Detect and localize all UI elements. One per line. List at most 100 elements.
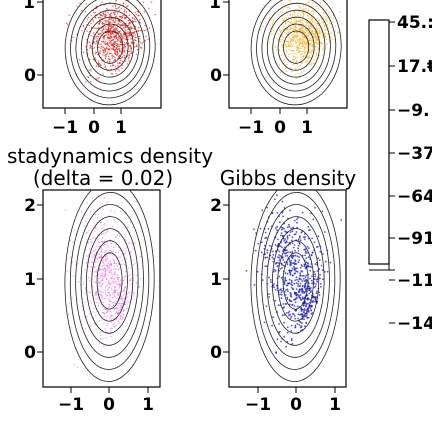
scatter-point (125, 11, 128, 13)
scatter-point (117, 49, 119, 51)
scatter-point (270, 18, 273, 20)
scatter-point (102, 54, 104, 56)
scatter-point (109, 41, 112, 43)
scatter-point (130, 221, 132, 223)
scatter-point (290, 269, 293, 272)
scatter-point (304, 282, 307, 285)
scatter-point (322, 21, 324, 23)
scatter-point (290, 324, 293, 327)
scatter-point (293, 293, 296, 295)
scatter-point (311, 275, 313, 278)
scatter-point (111, 44, 114, 46)
x-tick-label: 0 (103, 395, 115, 415)
scatter-point (120, 7, 123, 9)
scatter-point (261, 279, 264, 281)
scatter-point (101, 277, 104, 279)
scatter-point (100, 246, 102, 249)
scatter-point (102, 49, 104, 51)
scatter-point (329, 22, 331, 25)
scatter-point (104, 34, 106, 37)
scatter-point (101, 294, 103, 296)
scatter-point (104, 251, 106, 253)
contour-line (86, 16, 134, 78)
scatter-point (284, 276, 287, 279)
scatter-point (303, 318, 305, 321)
scatter-point (299, 285, 301, 287)
scatter-point (103, 315, 106, 317)
y-tick-label: 0 (24, 343, 36, 363)
scatter-point (110, 250, 113, 252)
scatter-point (88, 248, 91, 250)
panel-top-right: 1 0 −1 0 1 (209, 0, 348, 138)
scatter-point (307, 32, 310, 35)
scatter-point (115, 5, 117, 7)
scatter-point (108, 17, 110, 20)
scatter-point (100, 43, 102, 45)
scatter-point (107, 298, 110, 300)
scatter-point (115, 300, 118, 303)
scatter-point (136, 282, 138, 285)
scatter-point (138, 286, 140, 289)
scatter-point (122, 36, 124, 38)
scatter-point (104, 270, 106, 273)
scatter-point (112, 45, 114, 47)
scatter-point (115, 251, 117, 254)
scatter-point (277, 262, 280, 264)
scatter-point (142, 1, 145, 4)
scatter-point (110, 39, 112, 42)
scatter-point (85, 3, 87, 5)
scatter-point (103, 282, 105, 284)
scatter-point (97, 54, 99, 56)
scatter-point (123, 309, 125, 311)
scatter-point (304, 254, 306, 257)
scatter-point (133, 259, 135, 261)
scatter-point (288, 234, 291, 237)
scatter-point (295, 231, 298, 233)
scatter-point (297, 247, 299, 250)
scatter-point (135, 44, 138, 46)
scatter-point (276, 261, 278, 264)
scatter-point (287, 282, 289, 285)
colorbar-frame (368, 19, 390, 265)
scatter-point (301, 291, 304, 294)
scatter-point (308, 25, 310, 28)
scatter-point (299, 73, 301, 75)
panel-title-line1: stadynamics density (7, 144, 213, 168)
scatter-point (102, 73, 104, 75)
scatter-point (113, 14, 116, 16)
scatter-point (106, 41, 108, 43)
colorbar-edge (388, 264, 395, 271)
scatter-point (128, 14, 131, 16)
scatter-point (123, 310, 125, 312)
scatter-point (279, 245, 282, 248)
scatter-point (91, 339, 94, 341)
scatter-point (281, 267, 283, 269)
scatter-point (286, 254, 289, 257)
scatter-point (123, 38, 125, 40)
scatter-point (310, 49, 312, 51)
scatter-point (130, 50, 132, 52)
scatter-point (121, 299, 123, 301)
scatter-point (104, 11, 107, 13)
scatter-point (284, 238, 286, 241)
scatter-point (98, 51, 101, 53)
scatter-point (116, 51, 119, 54)
scatter-point (110, 335, 112, 338)
scatter-point (124, 252, 126, 255)
scatter-point (281, 200, 284, 203)
scatter-point (298, 41, 300, 43)
scatter-point (89, 41, 91, 43)
scatter-point (122, 300, 124, 302)
scatter-point (109, 316, 112, 318)
scatter-point (270, 281, 272, 283)
scatter-point (124, 270, 127, 273)
scatter-point (311, 18, 313, 21)
scatter-point (76, 366, 79, 368)
scatter-point (281, 227, 284, 229)
scatter-point (117, 269, 120, 271)
scatter-point (93, 47, 96, 49)
scatter-point (311, 282, 313, 285)
scatter-point (108, 303, 111, 305)
scatter-point (109, 272, 111, 274)
scatter-point (117, 278, 119, 281)
